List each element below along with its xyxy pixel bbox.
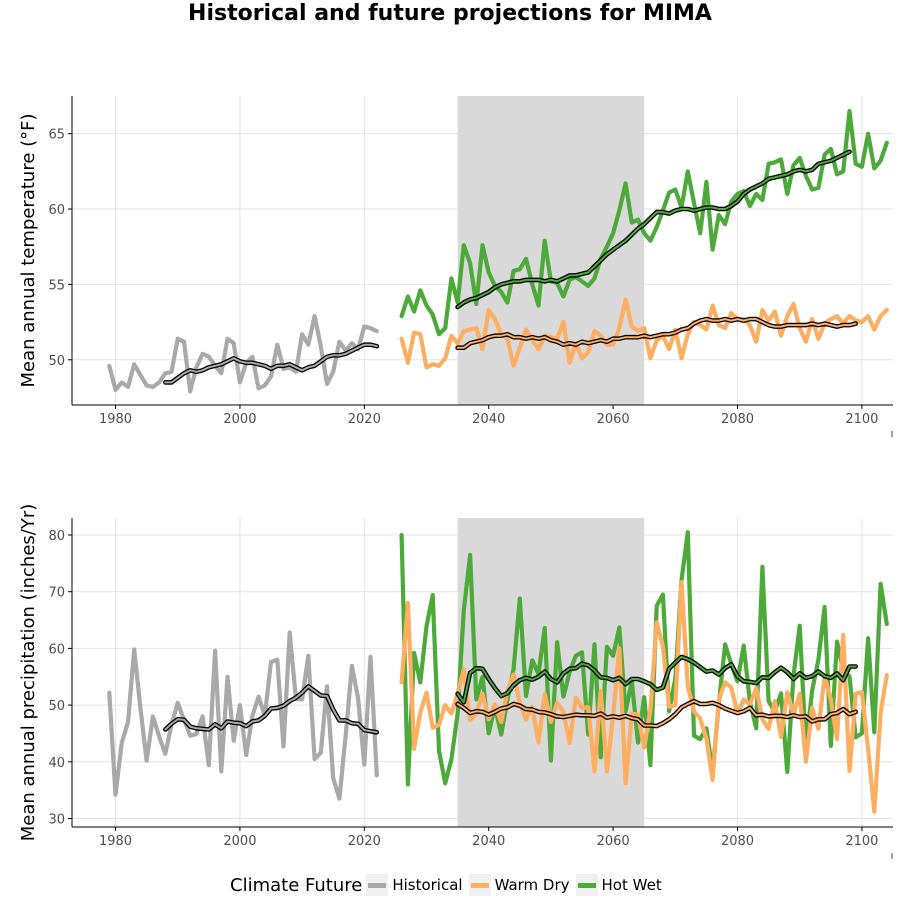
panel-temperature: 1980 2000 2020 2040 2060 2080 2100 50 55 60 65 Mean… <box>18 96 893 437</box>
y-tick-label: 60 <box>48 203 65 218</box>
legend-key-hot-wet <box>575 874 598 896</box>
legend-swatch-hot-wet <box>577 883 596 888</box>
x-tick-label: 1980 <box>99 412 132 427</box>
x-tick-label: 2040 <box>472 834 505 849</box>
legend-item-historical: Historical <box>366 874 463 896</box>
legend-label-historical: Historical <box>392 876 463 894</box>
x-tick-label: 1980 <box>99 834 132 849</box>
y-tick-label: 50 <box>48 354 65 369</box>
x-tick-label: 2000 <box>223 834 256 849</box>
legend-label-hot-wet: Hot Wet <box>601 876 662 894</box>
shaded-period <box>457 518 645 827</box>
series-line-hot-wet <box>399 108 889 337</box>
y-axis-title: Mean annual temperature (°F) <box>18 113 39 387</box>
y-tick-label: 55 <box>48 278 65 293</box>
legend-key-historical <box>366 874 389 896</box>
legend-item-warm-dry: Warm Dry <box>468 874 570 896</box>
legend-swatch-historical <box>368 883 387 888</box>
y-tick-label: 40 <box>48 756 65 771</box>
smoothed-line-historical <box>164 685 378 734</box>
legend-title: Climate Future <box>230 874 363 896</box>
legend: Climate Future Historical Warm Dry Hot W… <box>230 872 668 898</box>
x-tick-label: 2020 <box>348 412 381 427</box>
y-tick-label: 65 <box>48 128 65 143</box>
series-line-warm-dry <box>399 297 889 370</box>
smoothed-line-historical <box>164 343 378 384</box>
series-line-historical <box>107 630 379 801</box>
legend-swatch-warm-dry <box>470 883 489 888</box>
smoothed-line-hot-wet <box>456 655 857 704</box>
series-line-warm-dry <box>399 579 889 814</box>
y-tick-label: 80 <box>48 529 65 544</box>
y-axis-title: Mean annual precipitation (inches/Yr) <box>18 504 39 842</box>
x-tick-label: 2020 <box>348 834 381 849</box>
y-tick-label: 30 <box>48 812 65 827</box>
x-tick-label: 2100 <box>845 412 878 427</box>
x-tick-label: 2080 <box>721 412 754 427</box>
smoothed-line-warm-dry <box>456 700 857 728</box>
legend-key-warm-dry <box>468 874 491 896</box>
y-tick-label: 60 <box>48 642 65 657</box>
x-tick-label: 2100 <box>845 834 878 849</box>
x-tick-label: 2080 <box>721 834 754 849</box>
smoothed-line-warm-dry <box>456 318 857 349</box>
x-tick-label: 2000 <box>223 412 256 427</box>
legend-item-hot-wet: Hot Wet <box>575 874 662 896</box>
series-line-historical <box>107 314 379 394</box>
legend-label-warm-dry: Warm Dry <box>494 876 570 894</box>
chart-title: Historical and future projections for MI… <box>188 1 712 26</box>
x-tick-label: 2060 <box>597 834 630 849</box>
y-tick-label: 50 <box>48 699 65 714</box>
x-tick-label: 2060 <box>597 412 630 427</box>
smoothed-line-hot-wet <box>456 150 851 308</box>
panel-precipitation: 1980 2000 2020 2040 2060 2080 2100 30 40 50 60 70 80… <box>18 504 893 859</box>
x-tick-label: 2040 <box>472 412 505 427</box>
y-tick-label: 70 <box>48 586 65 601</box>
